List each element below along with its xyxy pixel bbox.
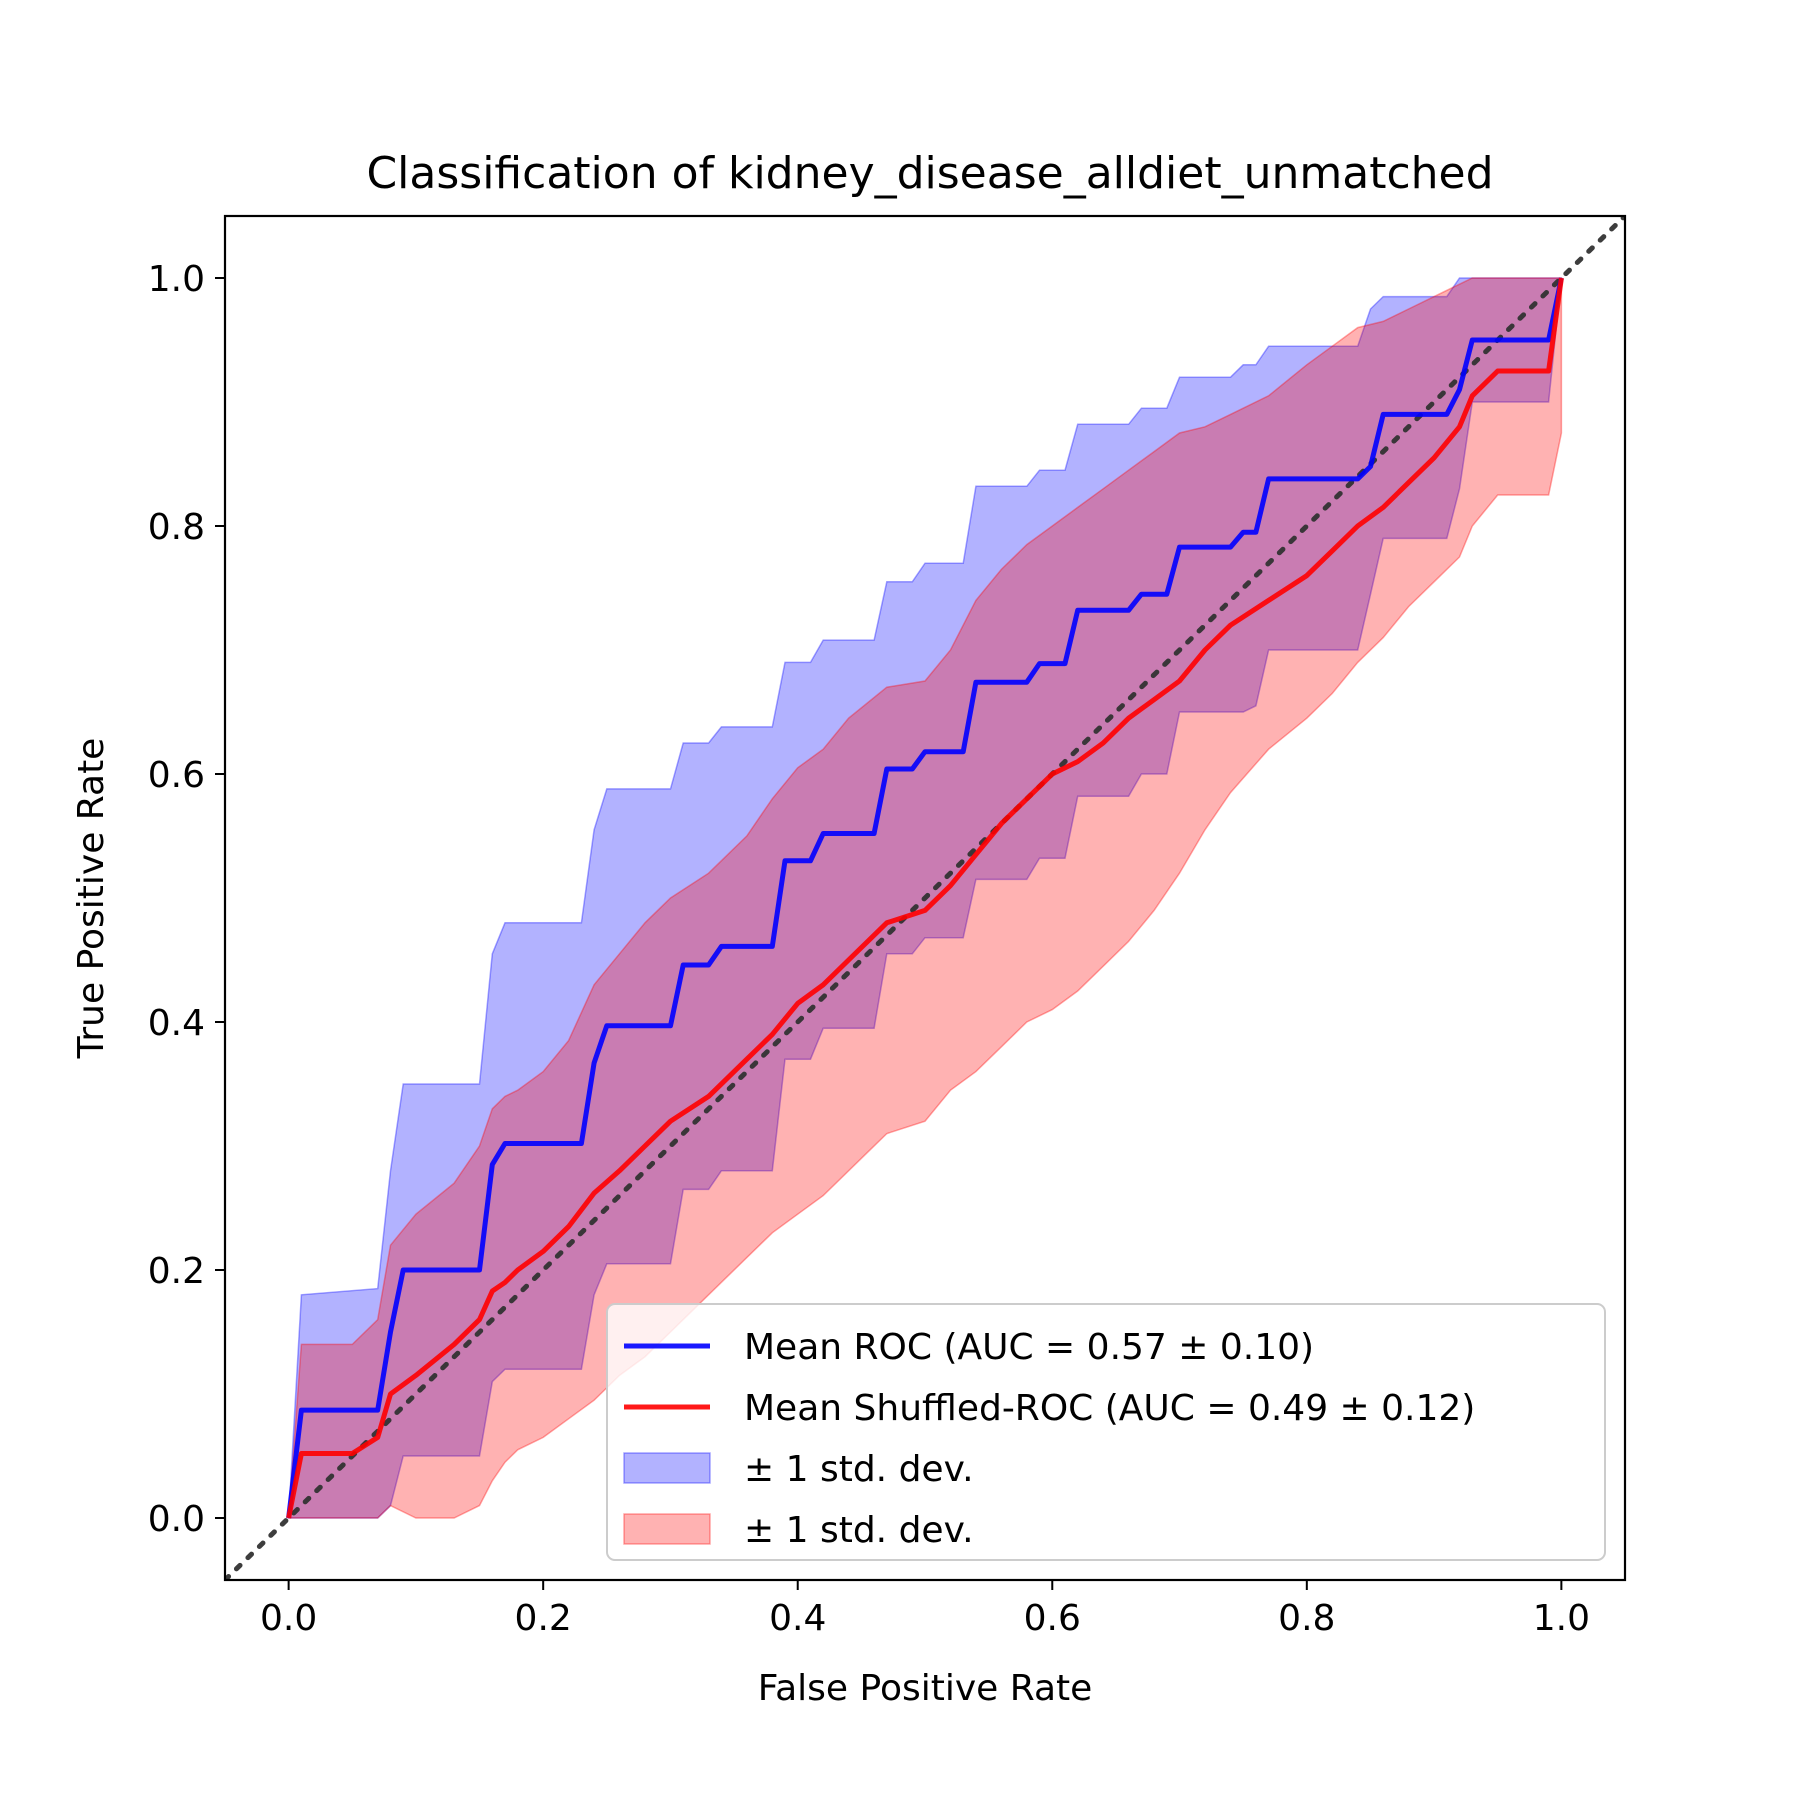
legend-label: Mean ROC (AUC = 0.57 ± 0.10) — [744, 1327, 1314, 1368]
x-tick-label: 0.8 — [1278, 1598, 1335, 1639]
mean-roc-line — [286, 277, 1564, 1519]
chance-line-layer — [225, 216, 1625, 1580]
series-lines — [286, 277, 1564, 1519]
legend-patch-swatch — [623, 1452, 711, 1484]
legend-box — [606, 1303, 1606, 1561]
legend-label: ± 1 std. dev. — [744, 1449, 974, 1490]
y-tick-label: 0.2 — [148, 1251, 205, 1292]
y-tick-label: 0.6 — [148, 755, 205, 796]
y-tick-label: 1.0 — [148, 259, 205, 300]
legend: Mean ROC (AUC = 0.57 ± 0.10) Mean Shuffle… — [606, 1303, 1606, 1561]
plot-frame — [223, 214, 1627, 1582]
x-tick-label: 0.6 — [1024, 1598, 1081, 1639]
legend-patch-swatch — [623, 1513, 711, 1545]
y-axis-ticks: 0.0 0.2 0.4 0.6 0.8 1.0 — [148, 259, 225, 1540]
mean-shuffled-roc-line — [286, 277, 1564, 1519]
y-tick-label: 0.4 — [148, 1003, 205, 1044]
y-axis-label: True Positive Rate — [71, 738, 112, 1060]
x-axis-ticks: 0.0 0.2 0.4 0.6 0.8 1.0 — [260, 1580, 1590, 1639]
x-tick-label: 0.0 — [260, 1598, 317, 1639]
x-axis-label: False Positive Rate — [758, 1668, 1093, 1709]
chance-line — [225, 216, 1625, 1580]
plot-area — [225, 216, 1625, 1580]
chart-title: Classification of kidney_disease_alldiet… — [366, 148, 1493, 199]
x-tick-label: 0.2 — [515, 1598, 572, 1639]
y-tick-label: 0.8 — [148, 507, 205, 548]
x-tick-label: 0.4 — [769, 1598, 826, 1639]
legend-label: Mean Shuffled-ROC (AUC = 0.49 ± 0.12) — [744, 1388, 1475, 1429]
y-tick-label: 0.0 — [148, 1499, 205, 1540]
legend-label: ± 1 std. dev. — [744, 1510, 974, 1551]
x-tick-label: 1.0 — [1533, 1598, 1590, 1639]
